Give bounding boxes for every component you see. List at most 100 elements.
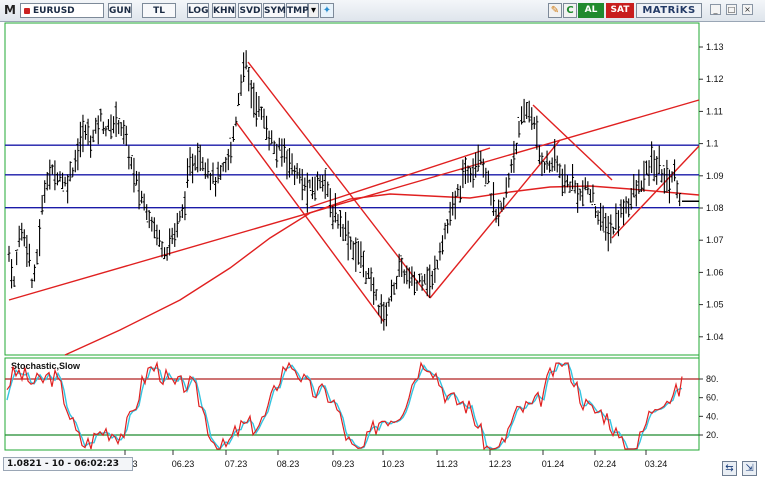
- minimize-icon[interactable]: _: [710, 4, 721, 15]
- svd-button[interactable]: SVD: [238, 3, 262, 18]
- price-bar: [323, 168, 327, 199]
- time-tick-label: 06.23: [172, 459, 195, 469]
- time-tick-label: 10.23: [382, 459, 405, 469]
- price-bar: [150, 216, 154, 232]
- price-bar: [198, 144, 202, 172]
- price-bar: [27, 243, 31, 267]
- scroll-left-icon[interactable]: ⇆: [722, 461, 737, 476]
- price-bar: [73, 149, 77, 173]
- time-tick-label: 03.24: [645, 459, 668, 469]
- price-bar: [178, 210, 182, 223]
- price-bar: [655, 156, 659, 185]
- price-bar: [336, 214, 340, 229]
- price-bar: [581, 180, 585, 207]
- close-icon[interactable]: ×: [742, 4, 753, 15]
- price-tick-label: 1.1: [706, 139, 719, 149]
- price-bar: [45, 171, 49, 191]
- price-bar: [109, 114, 113, 140]
- price-bar: [293, 165, 297, 186]
- stoch-tick-label: 40.: [706, 411, 719, 421]
- price-bar: [142, 193, 146, 211]
- price-bar: [545, 150, 549, 170]
- buy-button[interactable]: AL: [578, 3, 604, 18]
- price-bar: [303, 177, 307, 191]
- price-bar: [40, 195, 44, 215]
- price-bar: [78, 121, 82, 158]
- price-bar: [201, 157, 205, 172]
- price-bar: [568, 181, 572, 193]
- price-bar: [10, 259, 14, 289]
- price-bar: [196, 142, 200, 173]
- price-bar: [354, 237, 358, 272]
- price-bar: [604, 212, 608, 241]
- price-bar: [543, 160, 546, 174]
- price-tick-label: 1.06: [706, 267, 724, 277]
- maximize-icon[interactable]: □: [726, 4, 737, 15]
- price-bar: [619, 199, 623, 218]
- sell-button[interactable]: SAT: [606, 3, 634, 18]
- menu-button[interactable]: M: [4, 3, 16, 17]
- price-bar: [132, 157, 136, 193]
- price-tick-label: 1.04: [706, 332, 724, 342]
- price-axis: 1.13 1.12 1.11 1.1 1.09 1.08 1.07 1.06 1.05 1.04: [699, 42, 724, 342]
- price-bar: [441, 235, 444, 255]
- price-bar: [91, 129, 95, 143]
- price-bar: [504, 177, 508, 198]
- price-bar: [632, 173, 636, 198]
- price-bar: [675, 180, 679, 199]
- price-bar: [471, 158, 475, 188]
- price-bar: [489, 193, 493, 206]
- price-bar: [112, 116, 116, 134]
- price-tick-label: 1.11: [706, 106, 723, 116]
- price-bar: [550, 157, 554, 172]
- price-bar: [463, 156, 467, 185]
- price-bar: [563, 164, 567, 194]
- price-bar: [481, 158, 485, 178]
- price-bar: [573, 180, 577, 194]
- price-bar: [448, 201, 452, 226]
- symbol-selector[interactable]: EURUSD: [20, 3, 104, 18]
- price-bar: [397, 253, 401, 278]
- price-bar: [479, 150, 483, 165]
- price-bar: [647, 160, 651, 186]
- price-bar: [282, 138, 286, 163]
- price-tick-label: 1.12: [706, 74, 724, 84]
- log-button[interactable]: LOG: [187, 3, 209, 18]
- price-bar: [476, 144, 480, 172]
- price-bar: [634, 179, 638, 207]
- sym-button[interactable]: SYM: [263, 3, 286, 18]
- price-bar: [270, 130, 274, 145]
- price-readout: 1.0821 - 10 - 06:02:23: [3, 457, 133, 471]
- dropdown-icon[interactable]: ▾: [308, 3, 319, 18]
- price-bar: [379, 294, 383, 324]
- trend-lines: [8, 61, 700, 356]
- price-bar: [494, 208, 498, 223]
- twitter-icon[interactable]: ✦: [320, 3, 334, 18]
- currency-button[interactable]: TL: [142, 3, 176, 18]
- price-bar: [507, 172, 511, 188]
- price-bar: [265, 115, 269, 140]
- zoom-icon[interactable]: ⇲: [742, 461, 757, 476]
- price-bar: [548, 160, 552, 173]
- price-bar: [387, 297, 391, 307]
- price-bar: [94, 117, 98, 134]
- tmp-button[interactable]: TMP: [286, 3, 309, 18]
- price-bar: [418, 273, 422, 283]
- price-bar: [129, 155, 133, 170]
- period-button[interactable]: GUN: [108, 3, 132, 18]
- price-tick-label: 1.08: [706, 203, 724, 213]
- price-bar: [650, 141, 654, 174]
- refresh-icon[interactable]: C: [563, 3, 577, 18]
- edit-icon[interactable]: ✎: [548, 3, 562, 18]
- price-bar: [673, 159, 677, 182]
- stoch-tick-label: 60.: [706, 393, 719, 403]
- price-bar: [537, 145, 541, 164]
- price-bar: [242, 52, 246, 82]
- price-bar: [400, 255, 404, 277]
- price-bar: [214, 176, 218, 197]
- khn-button[interactable]: KHN: [212, 3, 236, 18]
- price-bar: [275, 143, 279, 168]
- price-bar: [55, 172, 59, 186]
- price-bar: [560, 168, 564, 197]
